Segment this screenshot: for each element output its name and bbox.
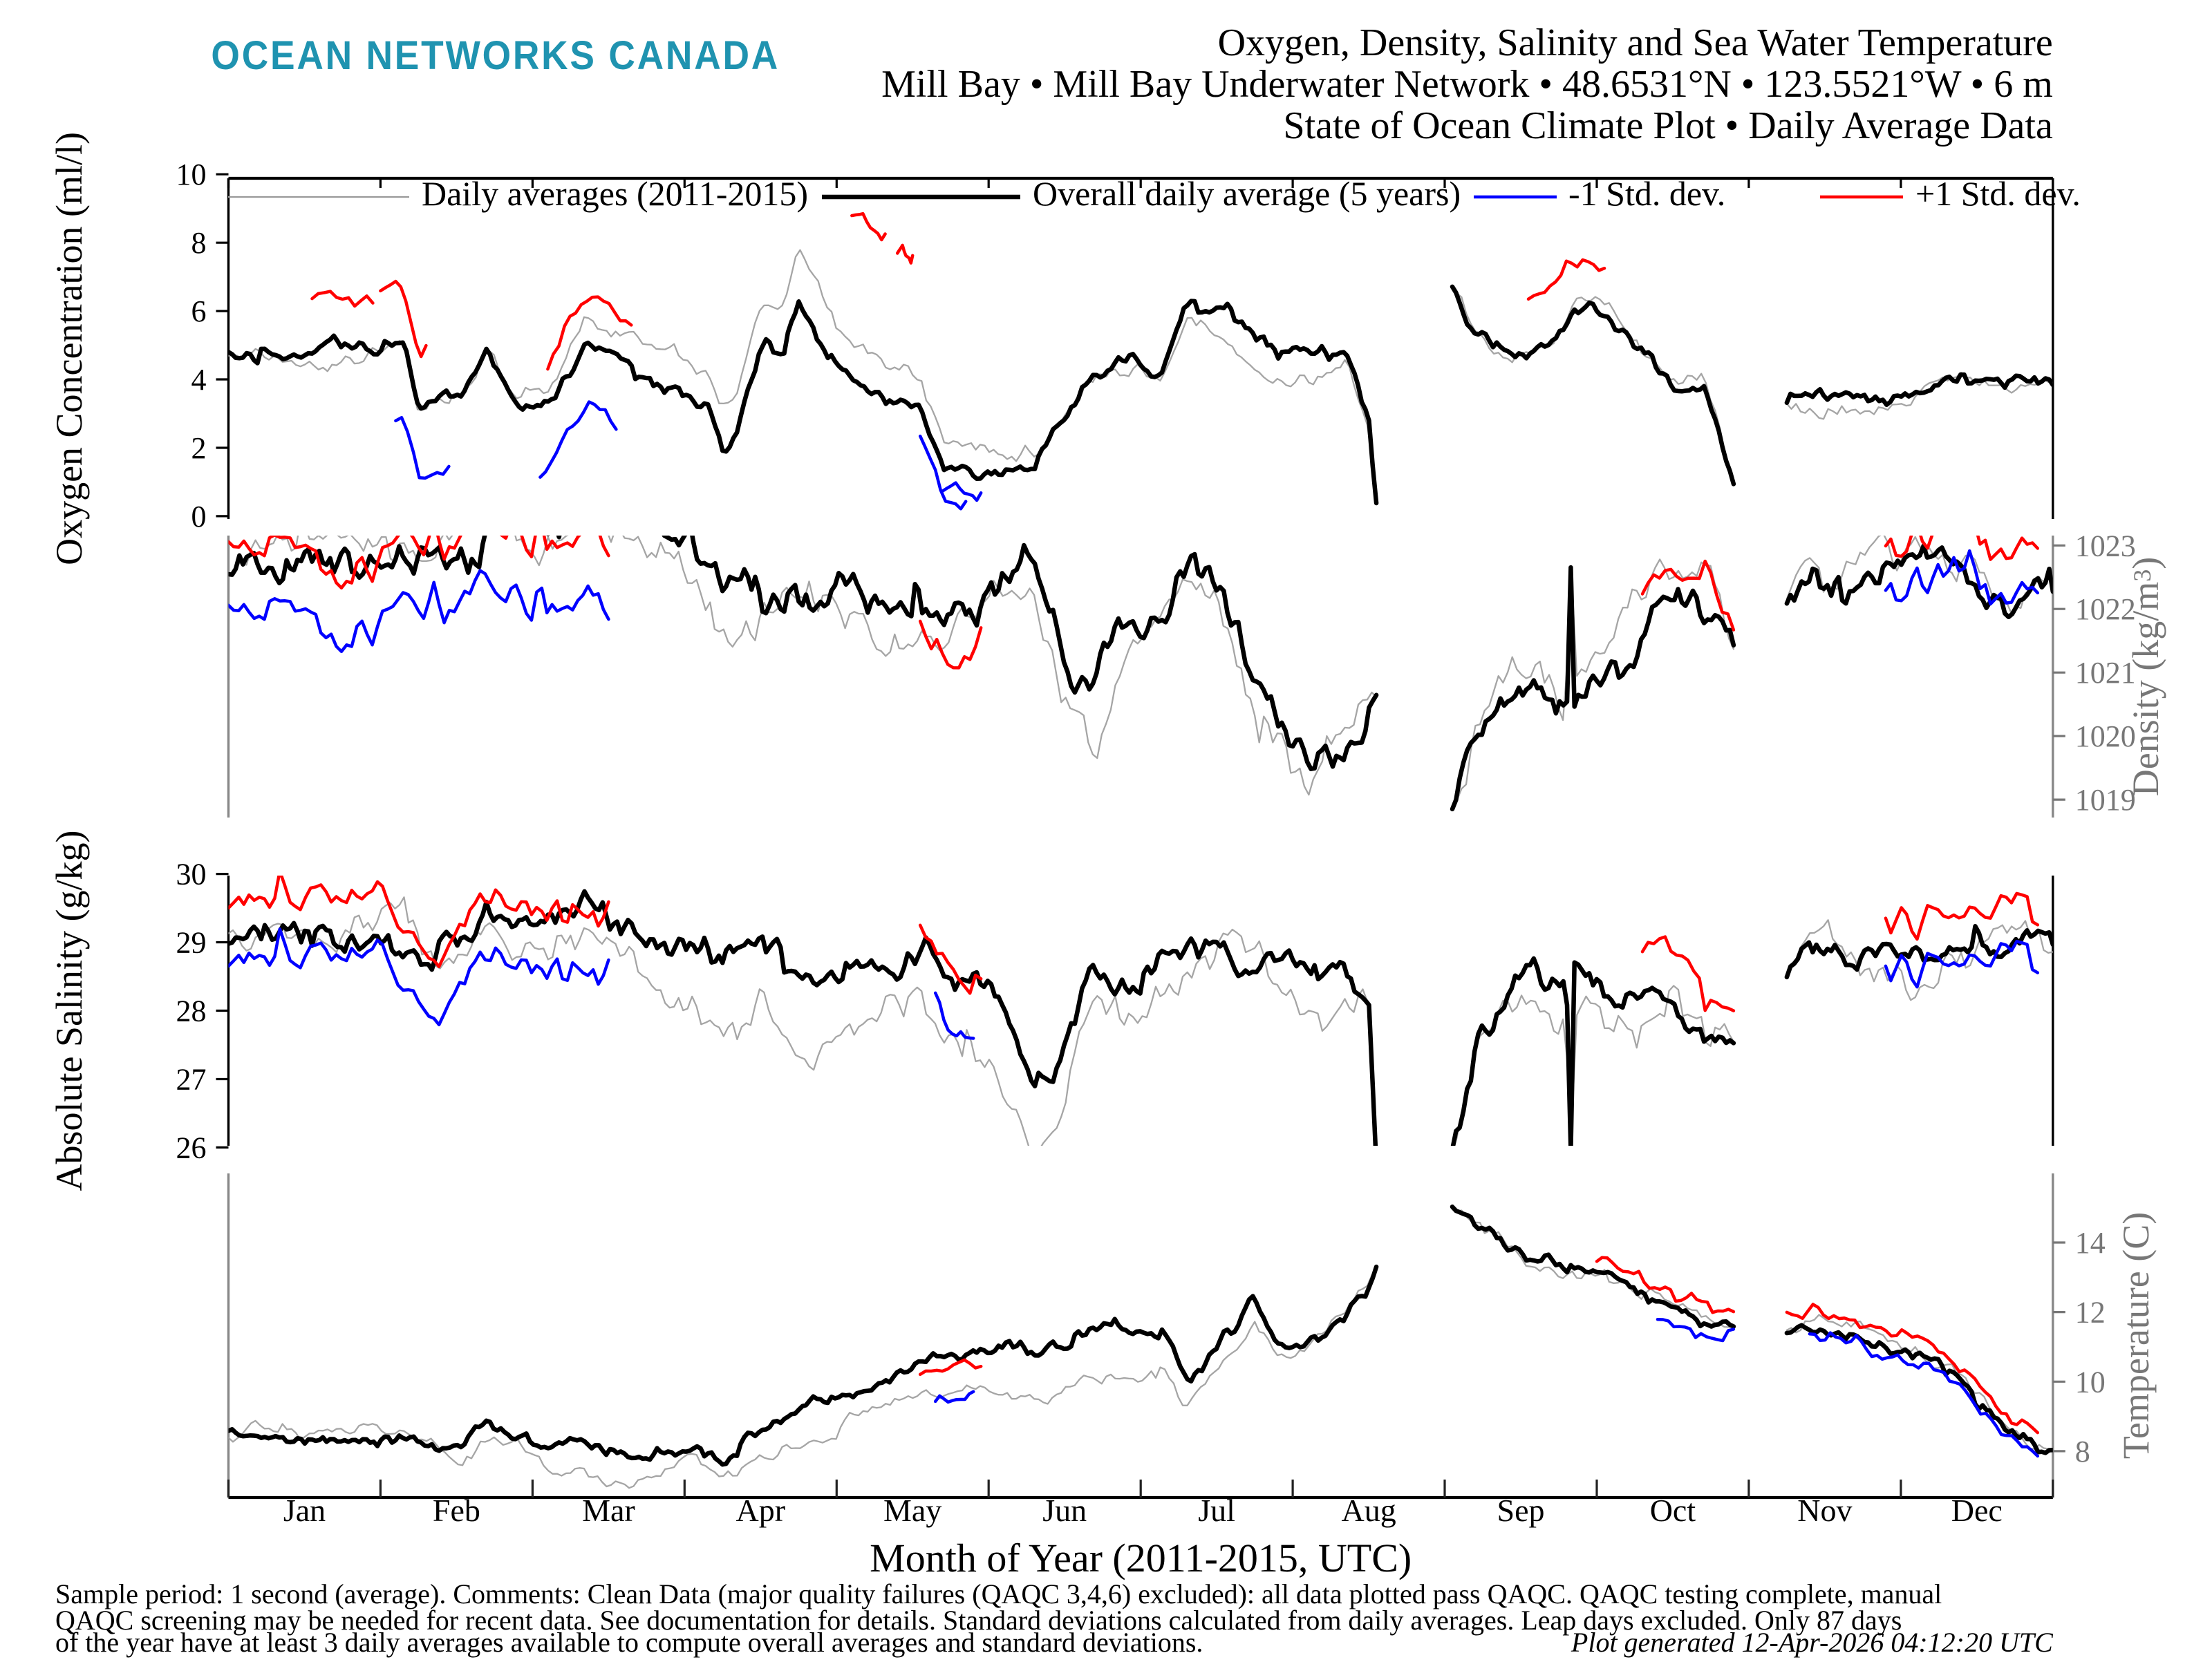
svg-text:2: 2 <box>191 431 207 465</box>
svg-text:8: 8 <box>191 226 207 260</box>
svg-text:Feb: Feb <box>433 1493 480 1528</box>
svg-text:26: 26 <box>176 1131 207 1164</box>
svg-text:Oct: Oct <box>1650 1493 1696 1528</box>
svg-text:Jul: Jul <box>1198 1493 1235 1528</box>
svg-text:Month of Year (2011-2015, UTC): Month of Year (2011-2015, UTC) <box>870 1536 1412 1580</box>
svg-text:29: 29 <box>176 926 207 960</box>
svg-text:Jan: Jan <box>283 1493 326 1528</box>
svg-text:Density (kg/m3): Density (kg/m3) <box>2125 557 2166 796</box>
svg-text:30: 30 <box>176 858 207 891</box>
svg-text:May: May <box>883 1493 941 1528</box>
svg-text:Mar: Mar <box>582 1493 635 1528</box>
svg-text:Temperature (C): Temperature (C) <box>2115 1212 2157 1460</box>
svg-text:14: 14 <box>2075 1226 2106 1260</box>
svg-text:Sep: Sep <box>1497 1493 1545 1528</box>
svg-text:Mill Bay • Mill Bay Underwater: Mill Bay • Mill Bay Underwater Network •… <box>881 63 2053 106</box>
svg-text:Plot generated 12-Apr-2026 04:: Plot generated 12-Apr-2026 04:12:20 UTC <box>1571 1627 2054 1658</box>
svg-text:of the year have at least 3 da: of the year have at least 3 daily averag… <box>55 1627 1203 1658</box>
svg-text:Oxygen Concentration (ml/l): Oxygen Concentration (ml/l) <box>48 132 90 565</box>
svg-text:12: 12 <box>2075 1296 2106 1330</box>
svg-text:10: 10 <box>2075 1365 2106 1399</box>
svg-text:10: 10 <box>176 158 207 191</box>
svg-text:27: 27 <box>176 1063 207 1097</box>
svg-text:28: 28 <box>176 994 207 1028</box>
svg-text:Daily averages (2011-2015): Daily averages (2011-2015) <box>422 174 808 213</box>
svg-text:State of Ocean Climate Plot •: State of Ocean Climate Plot • Daily Aver… <box>1283 104 2052 147</box>
svg-text:4: 4 <box>191 363 207 397</box>
svg-text:OCEAN NETWORKS CANADA: OCEAN NETWORKS CANADA <box>211 33 780 78</box>
svg-text:Overall daily average (5 years: Overall daily average (5 years) <box>1033 174 1461 213</box>
svg-text:Nov: Nov <box>1797 1493 1852 1528</box>
svg-text:Jun: Jun <box>1042 1493 1087 1528</box>
svg-text:8: 8 <box>2075 1435 2090 1469</box>
svg-text:Aug: Aug <box>1341 1493 1396 1528</box>
svg-text:-1 Std. dev.: -1 Std. dev. <box>1568 174 1725 213</box>
svg-text:Dec: Dec <box>1951 1493 2003 1528</box>
svg-text:0: 0 <box>191 500 207 533</box>
svg-text:Oxygen, Density, Salinity and: Oxygen, Density, Salinity and Sea Water … <box>1218 21 2053 64</box>
svg-text:Apr: Apr <box>736 1493 786 1528</box>
svg-text:6: 6 <box>191 294 207 328</box>
svg-text:+1 Std. dev.: +1 Std. dev. <box>1915 174 2081 213</box>
svg-text:Absolute Salinity (g/kg): Absolute Salinity (g/kg) <box>48 831 90 1191</box>
